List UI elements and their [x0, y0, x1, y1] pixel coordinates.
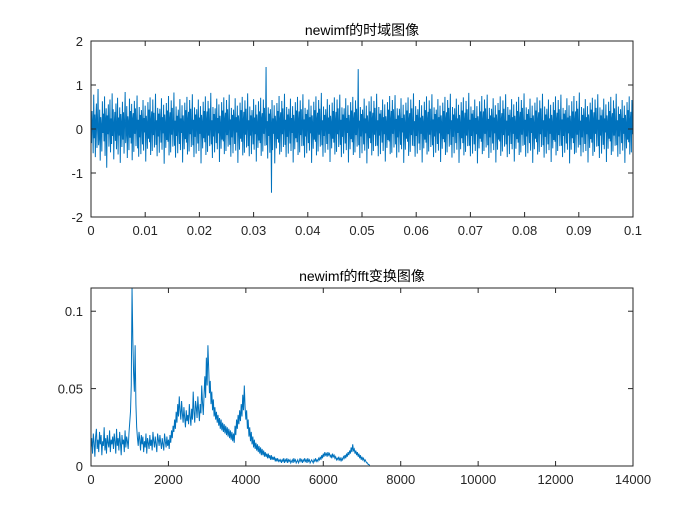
- time-domain-x-tick-label: 0.02: [187, 223, 212, 238]
- time-domain-x-ticks: 0 0.01 0.02 0.03 0.04 0.05 0.06 0.07 0.08 0.09 0.1: [87, 41, 642, 238]
- time-domain-x-tick-label: 0.05: [349, 223, 374, 238]
- fft-y-tick-label: 0.05: [58, 382, 83, 397]
- time-domain-x-tick-label: 0.06: [404, 223, 429, 238]
- time-domain-y-tick-label: -1: [71, 166, 83, 181]
- fft-x-tick-label: 8000: [386, 472, 415, 487]
- fft-x-tick-label: 4000: [231, 472, 260, 487]
- time-domain-x-tick-label: 0: [87, 223, 94, 238]
- fft-x-tick-label: 2000: [154, 472, 183, 487]
- time-domain-x-tick-label: 0.01: [133, 223, 158, 238]
- time-domain-x-tick-label: 0.03: [241, 223, 266, 238]
- fft-y-tick-label: 0: [76, 459, 83, 474]
- fft-title: newimf的fft变换图像: [299, 268, 425, 284]
- time-domain-x-tick-label: 0.07: [458, 223, 483, 238]
- time-domain-y-tick-label: 1: [76, 78, 83, 93]
- fft-y-tick-label: 0.1: [65, 304, 83, 319]
- fft-axes: newimf的fft变换图像 0 2000 4000 6000 8000 10000 120…: [58, 268, 651, 487]
- time-domain-y-tick-label: 0: [76, 122, 83, 137]
- time-domain-y-tick-label: -2: [71, 210, 83, 225]
- fft-series-line: [90, 287, 371, 467]
- time-domain-title: newimf的时域图像: [305, 22, 419, 38]
- fft-x-tick-label: 6000: [309, 472, 338, 487]
- time-domain-x-tick-label: 0.08: [512, 223, 537, 238]
- time-domain-x-tick-label: 0.1: [624, 223, 642, 238]
- fft-x-tick-label: 10000: [460, 472, 496, 487]
- time-domain-series-line: [90, 66, 634, 193]
- fft-y-ticks: 0 0.05 0.1: [58, 304, 633, 474]
- time-domain-y-ticks: -2 -1 0 1 2: [71, 34, 633, 225]
- time-domain-x-tick-label: 0.04: [295, 223, 320, 238]
- time-domain-x-tick-label: 0.09: [566, 223, 591, 238]
- fft-x-tick-label: 12000: [537, 472, 573, 487]
- fft-x-tick-label: 0: [87, 472, 94, 487]
- time-domain-axes: newimf的时域图像 0 0.01 0.02 0.03 0.04 0.05 0.06 0.0…: [71, 22, 642, 238]
- fft-x-tick-label: 14000: [615, 472, 651, 487]
- fft-x-ticks: 0 2000 4000 6000 8000 10000 12000 14000: [87, 288, 651, 487]
- fft-axes-box: [90, 287, 634, 467]
- time-domain-y-tick-label: 2: [76, 34, 83, 49]
